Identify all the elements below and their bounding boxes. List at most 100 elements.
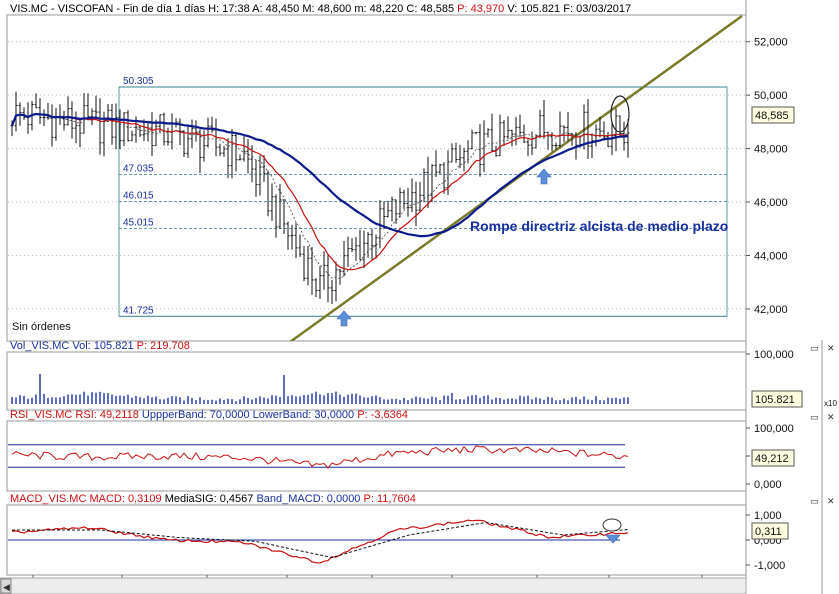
maximize-icon[interactable]: ▭ [810,497,819,507]
m-label: M: [302,3,314,15]
price-panel [6,14,747,342]
volume-vol-value: 105.821 [94,340,134,352]
macd-value: 0,3109 [128,493,162,505]
min-label: m: [354,3,366,15]
c-value: 48,585 [420,3,454,15]
rsi-title: RSI_VIS.MC [10,409,72,421]
macd-panel-controls: ▭ ✕ [810,497,835,507]
volume-title: Vol_VIS.MC [10,340,69,352]
rsi-p-label: P: [357,409,367,421]
rsi-p-value: -3,6364 [371,409,408,421]
h-value: 17:38 [222,3,250,15]
volume-vol-label: Vol: [72,340,90,352]
price-y-tick-label: 52,000 [754,37,788,49]
price-y-tick-label: 46,000 [754,197,788,209]
rsi-last-value: 49,212 [755,453,789,465]
a-value: 48,450 [266,3,300,15]
macd-p-label: P: [364,493,374,505]
price-grid [8,41,746,310]
c-label: C: [406,3,417,15]
rsi-upper-label: UppperBand: [142,409,207,421]
ma-slow-line [10,112,629,238]
macd-header: MACD_VIS.MC MACD: 0,3109 MediaSIG: 0,456… [10,493,416,505]
price-last-value-box: 48,585 [751,106,795,124]
price-last-value: 48,585 [755,110,789,122]
rsi-y-tick-label: 0,000 [754,479,782,491]
scroll-left-button[interactable] [0,578,12,594]
f-label: F: [563,3,573,15]
volume-p-value: 219.708 [150,340,190,352]
close-icon[interactable]: ✕ [827,344,835,354]
volume-header: Vol_VIS.MC Vol: 105.821 P: 219.708 [10,340,190,352]
fib-levels: 50.305 47.035 46.015 45.015 41.725 [118,76,728,317]
rsi-upper-value: 70,0000 [210,409,250,421]
price-y-tick-label: 42,000 [754,304,788,316]
v-value: 105.821 [520,3,560,15]
a-label: A: [252,3,262,15]
macd-line [11,519,629,564]
macd-signal-value: 0,4567 [220,493,254,505]
min-value: 48,220 [370,3,404,15]
ma-fast-line [11,113,629,271]
rsi-lower-label: LowerBand: [253,409,312,421]
macd-y-tick-label: -1,000 [754,560,785,572]
macd-down-arrow-icon [605,534,621,544]
p-value: 43,970 [471,3,505,15]
close-icon[interactable]: ✕ [827,413,835,423]
maximize-icon[interactable]: ▭ [810,413,819,423]
fib-label: 50.305 [123,76,154,87]
status-text: Sin órdenes [12,321,71,333]
support-arrow-icon [536,168,552,185]
macd-band-label: Band_MACD: [256,493,323,505]
volume-last-value-box: 105.821 [751,390,803,408]
price-name: VISCOFAN [58,3,114,15]
volume-scale-note: x10 [824,399,837,408]
ma-short-line [11,112,629,280]
rsi-value: 49,2118 [100,409,139,421]
volume-last-value: 105.821 [755,394,795,406]
rsi-header: RSI_VIS.MC RSI: 49,2118 UppperBand: 70,0… [10,409,408,421]
rsi-panel-controls: ▭ ✕ [810,413,835,423]
v-label: V: [507,3,517,15]
macd-last-value: 0,311 [755,526,782,538]
price-symbol: VIS.MC [10,3,48,15]
rsi-label: RSI: [75,409,96,421]
price-header: VIS.MC - VISCOFAN - Fin de día 1 días H:… [10,3,631,15]
macd-p-value: 11,7604 [377,493,416,505]
fib-label: 47.035 [123,163,154,174]
macd-last-value-box: 0,311 [751,522,789,540]
price-y-tick-label: 44,000 [754,250,788,262]
breakout-highlight-ellipse [610,95,630,133]
rsi-lower-value: 30,0000 [314,409,354,421]
price-period: Fin de día 1 días [123,3,205,15]
price-y-tick-label: 50,000 [754,90,788,102]
maximize-icon[interactable]: ▭ [810,344,819,354]
macd-y-tick-label: 1,000 [754,510,782,522]
volume-p-label: P: [137,340,147,352]
f-value: 03/03/2017 [576,3,631,15]
breakout-annotation: Rompe directriz alcista de medio plazo [470,218,728,234]
p-label: P: [457,3,467,15]
rsi-line [11,445,629,469]
horizontal-scrollbar[interactable]: ◀ [0,577,747,594]
support-arrow-icon [336,310,352,327]
m-value: 48,600 [318,3,352,15]
macd-band-value: 0,0000 [327,493,361,505]
volume-y-tick-label: 100,000 [754,349,794,361]
macd-cross-highlight [602,518,622,532]
fib-label: 46.015 [123,191,154,202]
fib-label: 45.015 [123,217,154,228]
h-label: H: [208,3,219,15]
macd-signal-label: MediaSIG: [165,493,217,505]
fib-label: 41.725 [123,305,154,316]
volume-panel-controls: ▭ ✕ [810,344,835,354]
price-y-tick-label: 48,000 [754,144,788,156]
macd-signal-line [12,522,629,559]
rsi-last-value-box: 49,212 [751,449,795,467]
close-icon[interactable]: ✕ [827,497,835,507]
macd-title: MACD_VIS.MC [10,493,86,505]
rsi-y-tick-label: 100,000 [754,423,794,435]
macd-label: MACD: [89,493,124,505]
